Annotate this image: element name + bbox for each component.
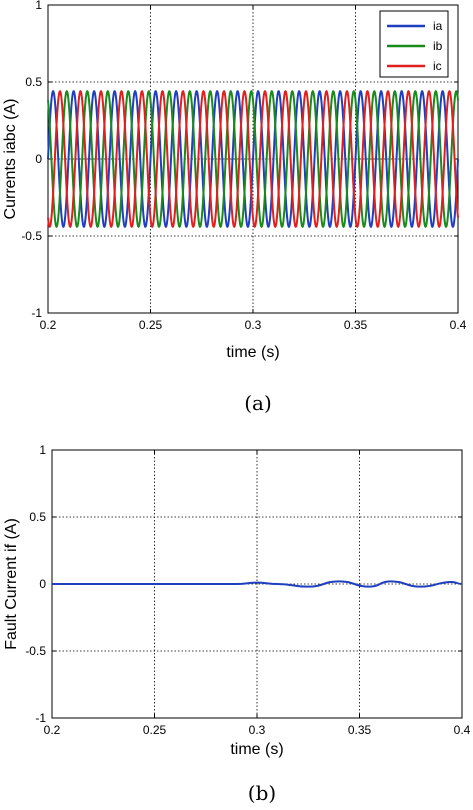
caption-b: (b) [248, 781, 276, 805]
series-lines-a [47, 89, 459, 229]
x-tick-label-b: 0.25 [143, 723, 167, 737]
y-tick-label-a: -1 [31, 306, 42, 320]
ticks-b: 0.2 0.25 0.3 0.35 0.4 -1 -0.5 0 0.5 1 [25, 443, 470, 737]
y-tick-label-b: 0 [39, 577, 46, 591]
y-tick-label-a: -0.5 [21, 229, 42, 243]
y-tick-label-b: 1 [39, 443, 46, 457]
y-axis-label-a: Currents iabc (A) [2, 99, 19, 220]
series-line-ia [47, 90, 459, 228]
x-axis-label-b: time (s) [230, 741, 283, 758]
x-tick-label-a: 0.25 [139, 318, 163, 332]
y-tick-label-b: -1 [35, 711, 46, 725]
legend-label-ia: ia [433, 19, 443, 33]
x-tick-label-a: 0.35 [344, 318, 368, 332]
y-tick-label-a: 1 [35, 0, 42, 12]
legend-label-ib: ib [433, 39, 443, 53]
y-tick-label-a: 0.5 [25, 75, 42, 89]
x-tick-label-b: 0.2 [44, 723, 61, 737]
series-lines-b [52, 580, 463, 588]
legend-label-ic: ic [433, 59, 442, 73]
x-tick-label-a: 0.3 [245, 318, 262, 332]
y-axis-label-b: Fault Current if (A) [3, 518, 20, 650]
x-axis-label-a: time (s) [226, 344, 279, 361]
legend: ia ib ic [379, 10, 449, 78]
caption-a: (a) [244, 391, 272, 415]
y-tick-label-b: 0.5 [29, 510, 46, 524]
chart-a: 0.2 0.25 0.3 0.35 0.4 -1 -0.5 0 0.5 1 ia ib ic ti… [2, 0, 467, 415]
x-tick-label-b: 0.3 [249, 723, 266, 737]
chart-b: 0.2 0.25 0.3 0.35 0.4 -1 -0.5 0 0.5 1 time (s) Fa… [3, 443, 471, 805]
x-tick-label-b: 0.4 [454, 723, 471, 737]
series-line-ic [47, 89, 459, 229]
y-tick-label-b: -0.5 [25, 644, 46, 658]
x-tick-label-b: 0.35 [348, 723, 372, 737]
ticks-a: 0.2 0.25 0.3 0.35 0.4 -1 -0.5 0 0.5 1 [21, 0, 466, 332]
x-tick-label-a: 0.2 [40, 318, 57, 332]
x-tick-label-a: 0.4 [450, 318, 467, 332]
series-line-fault-current [52, 580, 463, 588]
series-line-ib [47, 89, 459, 229]
y-tick-label-a: 0 [35, 152, 42, 166]
